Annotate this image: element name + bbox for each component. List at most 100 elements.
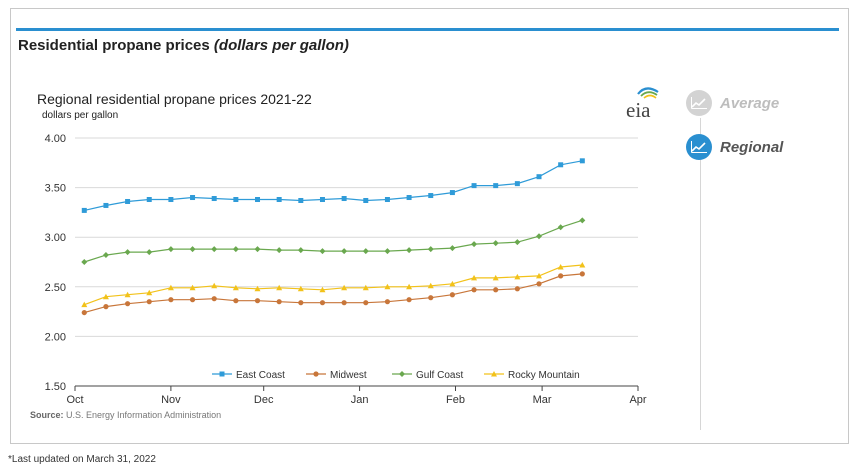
rocky-mountain-point <box>406 283 413 290</box>
rocky-mountain-point <box>514 273 521 280</box>
x-tick-label: Dec <box>254 394 274 406</box>
gulf-coast-point <box>232 246 239 253</box>
regional-toggle-label: Regional <box>720 138 784 156</box>
east-coast-point <box>471 183 477 189</box>
logo-text: eia <box>626 98 651 120</box>
east-coast-point <box>125 198 131 204</box>
y-tick-label: 4.00 <box>45 133 66 145</box>
rocky-mountain-legend-marker <box>491 371 497 377</box>
east-coast-point <box>298 197 304 203</box>
east-coast-point <box>81 207 87 213</box>
midwest-point <box>471 287 477 293</box>
rocky-mountain-point <box>81 301 88 308</box>
gulf-coast-point <box>211 246 218 253</box>
rocky-mountain-point <box>557 263 564 270</box>
east-coast-point <box>319 197 325 203</box>
east-coast-point <box>363 197 369 203</box>
east-coast-point <box>103 202 109 208</box>
east-coast-point <box>384 197 390 203</box>
east-coast-point <box>514 181 520 187</box>
rocky-mountain-point <box>189 284 196 291</box>
gulf-coast-point <box>492 240 499 247</box>
gulf-coast-point <box>189 246 196 253</box>
chart-panel <box>10 8 849 444</box>
rocky-mountain-point <box>276 284 283 291</box>
east-coast-point <box>428 193 434 199</box>
midwest-point <box>189 297 196 303</box>
midwest-point <box>103 304 109 310</box>
midwest-point <box>514 286 520 292</box>
x-tick-label: Jan <box>351 394 369 406</box>
midwest-point <box>81 309 87 316</box>
gulf-coast-point <box>167 246 174 253</box>
x-tick-label: Mar <box>533 394 552 406</box>
gulf-coast-point <box>362 248 369 255</box>
footnote: *Last updated on March 31, 2022 <box>8 454 156 465</box>
midwest-point <box>319 300 326 306</box>
y-tick-label: 3.50 <box>45 183 66 195</box>
east-coast-point <box>536 174 542 180</box>
rocky-mountain-point <box>427 282 434 289</box>
midwest-point <box>233 298 239 304</box>
gulf-coast-point <box>579 217 586 224</box>
east-coast-point <box>211 196 217 202</box>
rocky-mountain-point <box>319 286 326 293</box>
x-tick-label: Nov <box>161 394 181 406</box>
east-coast-series-line <box>84 160 583 211</box>
rocky-mountain-point <box>449 280 456 287</box>
gulf-coast-point <box>557 224 564 231</box>
east-coast-point <box>579 158 585 164</box>
x-tick-label: Oct <box>66 394 83 406</box>
gulf-coast-point <box>406 247 413 254</box>
rocky-mountain-series-line <box>84 264 583 306</box>
y-tick-label: 2.00 <box>45 331 66 343</box>
rocky-mountain-point <box>232 284 239 291</box>
gulf-coast-point <box>536 233 543 240</box>
gulf-coast-point <box>471 241 478 248</box>
midwest-point <box>406 297 412 303</box>
east-coast-point <box>449 190 455 196</box>
rocky-mountain-point <box>579 261 586 268</box>
average-toggle-button[interactable]: Average <box>686 90 779 116</box>
east-coast-point <box>493 183 499 189</box>
rocky-mountain-point <box>362 284 369 291</box>
source-text: U.S. Energy Information Administration <box>66 410 222 420</box>
east-coast-point <box>190 195 196 201</box>
midwest-point <box>363 300 369 306</box>
midwest-point <box>254 298 261 304</box>
sidebar-divider <box>700 118 701 430</box>
midwest-point <box>146 299 152 305</box>
gulf-coast-legend-label: Gulf Coast <box>416 370 463 381</box>
rocky-mountain-point <box>471 274 478 281</box>
east-coast-point <box>255 197 261 203</box>
gulf-coast-point <box>384 248 391 255</box>
rocky-mountain-point <box>341 284 348 291</box>
logo-arc-yellow <box>643 94 657 99</box>
x-tick-label: Feb <box>446 394 465 406</box>
regional-toggle-button[interactable]: Regional <box>686 134 783 160</box>
rocky-mountain-point <box>384 283 391 290</box>
x-tick-label: Apr <box>629 394 646 406</box>
midwest-point <box>341 300 347 306</box>
source-label: Source: <box>30 410 64 420</box>
gulf-coast-point <box>102 252 109 259</box>
midwest-point <box>384 299 391 305</box>
page-heading: Residential propane prices (dollars per … <box>18 37 349 54</box>
rocky-mountain-point <box>211 282 218 289</box>
gulf-coast-point <box>254 246 261 253</box>
gulf-coast-point <box>341 248 348 255</box>
gulf-coast-point <box>449 245 456 252</box>
logo-arc-green <box>640 91 658 97</box>
line-chart-icon <box>691 97 707 109</box>
midwest-point <box>276 299 282 305</box>
eia-logo: eia <box>626 87 659 120</box>
rocky-mountain-point <box>146 289 153 296</box>
gulf-coast-point <box>297 247 304 254</box>
midwest-point <box>124 301 131 307</box>
rocky-mountain-point <box>536 272 543 279</box>
y-tick-label: 3.00 <box>45 232 66 244</box>
east-coast-point <box>168 197 174 203</box>
y-tick-label: 2.50 <box>45 282 66 294</box>
midwest-legend-marker <box>313 371 319 377</box>
midwest-point <box>168 297 174 303</box>
